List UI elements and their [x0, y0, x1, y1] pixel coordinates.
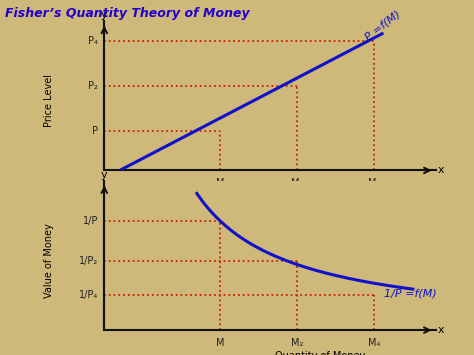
Text: 1/P₂: 1/P₂ — [79, 256, 98, 266]
Text: M₂: M₂ — [291, 178, 303, 188]
Text: 1/P =f(M): 1/P =f(M) — [383, 289, 437, 299]
Text: x: x — [438, 325, 444, 335]
Text: P: P — [92, 126, 98, 136]
Text: y: y — [101, 170, 108, 180]
Text: M: M — [216, 338, 224, 348]
Text: Price Level: Price Level — [44, 74, 54, 127]
Text: P₂: P₂ — [88, 81, 98, 91]
Text: 1/P: 1/P — [83, 216, 98, 226]
Text: M₂: M₂ — [291, 338, 303, 348]
Text: M: M — [216, 178, 224, 188]
Text: 1/P₄: 1/P₄ — [79, 290, 98, 300]
Text: M₄: M₄ — [368, 178, 381, 188]
Text: x: x — [438, 165, 444, 175]
Text: Fisher’s Quantity Theory of Money: Fisher’s Quantity Theory of Money — [5, 7, 249, 20]
Text: Value of Money: Value of Money — [44, 223, 54, 298]
Text: P =f(M): P =f(M) — [363, 9, 402, 42]
Text: M₄: M₄ — [368, 338, 381, 348]
Text: P₄: P₄ — [88, 36, 98, 46]
Text: Quantity of Money: Quantity of Money — [275, 351, 365, 355]
Text: y: y — [101, 10, 108, 20]
Text: Quantity of Money: Quantity of Money — [275, 191, 365, 201]
